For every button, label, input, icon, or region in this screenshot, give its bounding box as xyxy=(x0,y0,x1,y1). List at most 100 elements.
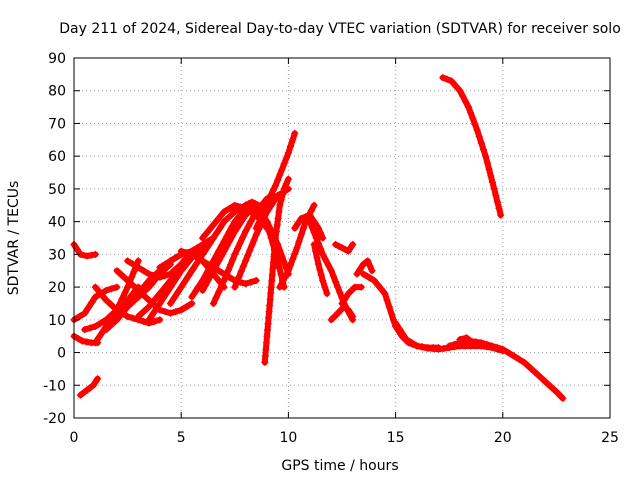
data-point xyxy=(109,303,117,311)
data-point xyxy=(269,265,277,273)
data-point xyxy=(291,250,299,257)
data-point xyxy=(236,205,244,212)
data-point xyxy=(356,265,364,273)
data-point xyxy=(231,228,239,235)
data-point xyxy=(223,242,231,250)
series-arc-32 xyxy=(338,283,365,307)
data-point xyxy=(192,288,199,295)
data-point xyxy=(231,250,239,258)
data-point xyxy=(227,261,234,269)
data-point xyxy=(152,294,160,302)
data-point xyxy=(209,300,217,307)
data-point xyxy=(510,352,517,360)
data-point xyxy=(184,258,192,266)
data-point xyxy=(267,190,275,198)
data-point xyxy=(462,98,470,106)
series-arc-30 xyxy=(327,303,357,324)
data-point xyxy=(242,257,249,265)
data-point xyxy=(217,223,224,231)
data-point xyxy=(413,342,421,350)
data-point xyxy=(370,277,378,284)
data-point xyxy=(277,196,285,204)
data-point xyxy=(278,165,286,173)
data-point xyxy=(289,136,297,144)
y-tick-label: 30 xyxy=(48,247,66,263)
data-point xyxy=(129,260,137,268)
data-point xyxy=(239,233,247,241)
data-point xyxy=(242,201,249,209)
data-point xyxy=(161,260,169,268)
data-point xyxy=(483,159,491,167)
data-point xyxy=(314,260,322,268)
data-point xyxy=(99,292,107,300)
data-point xyxy=(145,303,153,311)
data-point xyxy=(549,385,557,392)
data-point xyxy=(332,278,340,286)
data-point xyxy=(124,277,132,284)
data-point xyxy=(277,270,285,278)
data-point xyxy=(527,365,535,373)
data-point xyxy=(127,296,135,304)
data-point xyxy=(291,224,299,232)
data-point xyxy=(323,290,331,298)
data-point xyxy=(220,277,228,284)
data-point xyxy=(317,245,325,253)
data-point xyxy=(193,254,201,262)
data-point xyxy=(97,319,105,327)
data-point xyxy=(408,339,416,347)
data-point xyxy=(392,319,400,327)
data-point xyxy=(188,293,196,301)
data-point xyxy=(310,201,318,209)
data-point xyxy=(95,288,103,295)
data-point xyxy=(261,206,269,214)
data-point xyxy=(520,358,528,366)
data-point xyxy=(313,254,321,262)
data-point xyxy=(167,283,174,291)
data-point xyxy=(348,286,356,294)
data-point xyxy=(264,326,271,334)
data-point xyxy=(252,224,260,232)
data-point xyxy=(250,213,258,221)
data-point xyxy=(306,211,314,219)
data-point xyxy=(531,368,539,376)
data-point xyxy=(134,313,142,320)
data-point xyxy=(91,250,99,258)
data-point xyxy=(538,375,546,383)
data-point xyxy=(142,306,149,314)
x-tick-label: 10 xyxy=(279,430,297,446)
data-point xyxy=(365,273,373,281)
data-point xyxy=(467,109,475,117)
series-arc-1 xyxy=(70,241,99,260)
data-point xyxy=(181,262,189,270)
data-point xyxy=(272,234,279,242)
data-point xyxy=(275,208,283,216)
data-point xyxy=(134,264,142,271)
data-point xyxy=(262,345,270,353)
data-point xyxy=(248,241,256,249)
data-point xyxy=(327,267,335,275)
data-point xyxy=(209,234,217,242)
data-point xyxy=(439,74,447,82)
data-point xyxy=(206,225,214,233)
data-point xyxy=(524,362,532,370)
data-point xyxy=(145,277,153,284)
data-point xyxy=(234,245,241,253)
data-point xyxy=(231,201,239,209)
data-point xyxy=(207,272,215,280)
data-point xyxy=(222,271,230,279)
data-point xyxy=(142,281,149,289)
data-point xyxy=(381,290,389,298)
data-point xyxy=(314,224,322,232)
data-point xyxy=(102,286,110,294)
data-point xyxy=(349,313,357,320)
data-point xyxy=(174,289,182,296)
data-point xyxy=(456,87,464,95)
data-point xyxy=(344,290,352,298)
data-point xyxy=(81,309,89,317)
data-point xyxy=(280,185,288,193)
data-point xyxy=(364,257,372,265)
data-point xyxy=(383,296,391,304)
data-point xyxy=(312,247,320,255)
data-point xyxy=(83,252,91,260)
data-point xyxy=(264,320,272,328)
